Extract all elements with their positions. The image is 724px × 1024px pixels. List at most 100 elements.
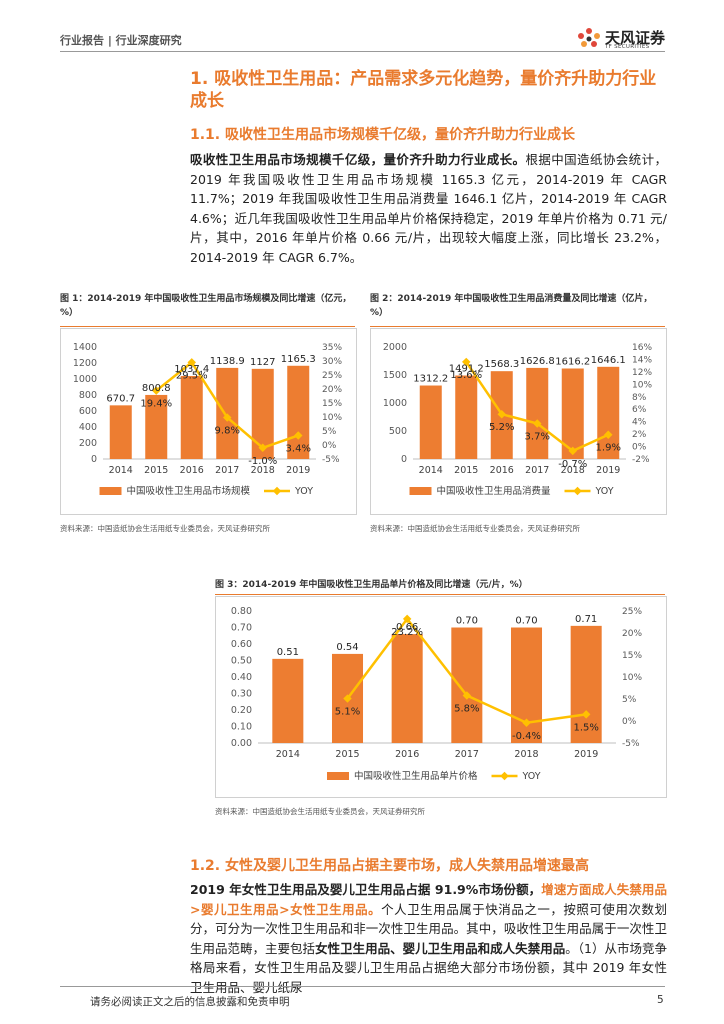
- yoy-data-label: 5.1%: [335, 707, 360, 718]
- company-logo: 天风证券 TF SECURITIES: [575, 27, 667, 51]
- legend-bar-swatch: [99, 487, 122, 495]
- fig1-source: 资料来源：中国造纸协会生活用纸专业委员会，天风证券研究所: [60, 524, 270, 533]
- footer-divider: [60, 986, 665, 987]
- legend-line-marker: [500, 771, 509, 781]
- yoy-point: [462, 357, 471, 367]
- yoy-data-label: 19.4%: [140, 399, 172, 410]
- body-paragraph: 吸收性卫生用品市场规模千亿级，量价齐升助力行业成长。根据中国造纸协会统计，201…: [190, 150, 667, 267]
- x-tick-label: 2019: [574, 749, 598, 760]
- chart-bar: [451, 627, 483, 743]
- y2-tick-label: 5%: [622, 695, 637, 705]
- x-tick-label: 2019: [596, 465, 620, 476]
- legend-line-label: YOY: [595, 486, 614, 497]
- y-tick-label: 1000: [383, 398, 407, 409]
- yoy-point: [581, 710, 591, 719]
- x-tick-label: 2019: [286, 465, 310, 476]
- fig2-chart-box: 0 500 1000 1500 2000 -2% 0% 2% 4% 6% 8% 10% 12% 14% 16…: [370, 328, 667, 515]
- y-tick-label: 0.10: [231, 722, 252, 733]
- y2-tick-label: 15%: [322, 399, 342, 409]
- fig2-chart: 0 500 1000 1500 2000 -2% 0% 2% 4% 6% 8% 10% 12% 14% 16…: [383, 342, 653, 497]
- y2-tick-label: 4%: [632, 418, 647, 428]
- fig3-chart: 0.00 0.10 0.20 0.30 0.40 0.50 0.60 0.70 0.80 -5% 0…: [231, 606, 643, 782]
- y-tick-label: 0.50: [231, 656, 252, 667]
- x-tick-label: 2016: [490, 465, 514, 476]
- y-tick-label: 800: [79, 390, 97, 401]
- yoy-point: [223, 413, 232, 422]
- y-tick-label: 0.40: [231, 672, 252, 683]
- x-tick-label: 2015: [454, 465, 478, 476]
- y2-tick-label: 0%: [632, 443, 647, 453]
- y2-tick-label: 8%: [632, 393, 647, 403]
- x-tick-label: 2014: [276, 749, 300, 760]
- y-tick-label: 0.00: [231, 738, 252, 749]
- chart-bar: [109, 405, 132, 459]
- bar-data-label: 800.8: [142, 383, 171, 394]
- x-tick-label: 2015: [335, 749, 359, 760]
- yoy-point: [343, 694, 352, 703]
- chart-bar: [526, 367, 549, 459]
- x-tick-label: 2015: [144, 465, 168, 476]
- chart-bar: [287, 365, 310, 459]
- yoy-data-label: 5.8%: [454, 703, 479, 714]
- bar-data-label: 1646.1: [591, 355, 626, 366]
- y2-tick-label: 10%: [622, 673, 642, 683]
- y2-tick-label: -2%: [632, 455, 650, 465]
- y-tick-label: 0: [401, 454, 407, 465]
- para2-text2: 。（1）从市场竞争格局来看，女性卫生用品及婴儿卫生用品占据绝大部分市场份额，其中…: [190, 940, 667, 995]
- subsection-title: 1.1. 吸收性卫生用品市场规模千亿级，量价齐升助力行业成长: [190, 127, 575, 143]
- bar-data-label: 1626.8: [520, 356, 555, 367]
- y2-tick-label: 6%: [632, 405, 647, 415]
- page-number: 5: [657, 994, 664, 1006]
- yoy-data-label: 1.5%: [573, 722, 598, 733]
- y-tick-label: 1200: [73, 358, 97, 369]
- paragraph-lead: 吸收性卫生用品市场规模千亿级，量价齐升助力行业成长。: [190, 152, 526, 167]
- yoy-data-label: -0.4%: [512, 731, 541, 742]
- bar-data-label: 0.70: [515, 616, 537, 627]
- yoy-data-label: 3.4%: [286, 443, 311, 454]
- y-tick-label: 1400: [73, 342, 97, 353]
- x-tick-label: 2018: [561, 465, 585, 476]
- bar-data-label: 0.70: [456, 616, 478, 627]
- y2-tick-label: 30%: [322, 357, 342, 367]
- yoy-data-label: 13.6%: [450, 370, 482, 381]
- section-title: 1. 吸收性卫生用品：产品需求多元化趋势，量价齐升助力行业成长: [190, 69, 657, 111]
- y2-tick-label: -5%: [322, 455, 340, 465]
- legend-line-label: YOY: [294, 486, 313, 497]
- fig3-title: 图 3：2014-2019 年中国吸收性卫生用品单片价格及同比增速（元/片，%）: [215, 580, 528, 590]
- chart-bar: [570, 625, 602, 743]
- logo-flower-icon: [578, 28, 600, 47]
- x-tick-label: 2017: [215, 465, 239, 476]
- yoy-point: [497, 409, 506, 419]
- subsection-title-2: 1.2. 女性及婴儿卫生用品占据主要市场，成人失禁用品增速最高: [190, 858, 589, 874]
- bar-data-label: 1165.3: [281, 354, 316, 365]
- y-tick-label: 0.30: [231, 689, 252, 700]
- chart-bar: [419, 385, 442, 459]
- y2-tick-label: 0%: [622, 717, 637, 727]
- x-tick-label: 2017: [455, 749, 479, 760]
- footer-disclaimer: 请务必阅读正文之后的信息披露和免责申明: [90, 996, 290, 1008]
- legend-bar-swatch: [409, 487, 432, 495]
- y-tick-label: 0.70: [231, 623, 252, 634]
- header-divider: [60, 51, 665, 52]
- legend-bar-label: 中国吸收性卫生用品单片价格: [354, 770, 478, 782]
- yoy-data-label: 9.8%: [215, 426, 240, 437]
- chart-bar: [391, 634, 423, 743]
- chart-bar: [455, 375, 478, 459]
- y2-tick-label: 12%: [632, 368, 652, 378]
- fig1-title: 图 1：2014-2019 年中国吸收性卫生用品市场规模及同比增速（亿元，%）: [60, 294, 352, 318]
- y-tick-label: 1500: [383, 370, 407, 381]
- bar-data-label: 1491.2: [449, 363, 484, 374]
- fig1-chart-box: 0 200 400 600 800 1000 1200 1400 -5% 0% 5% 10% 15% 20…: [60, 328, 357, 515]
- x-tick-label: 2016: [180, 465, 204, 476]
- para2-text1: 个人卫生用品属于快消品之一，按照可使用次数划分，可分为一次性卫生用品和非一次性卫…: [190, 901, 667, 956]
- chart-bar: [251, 368, 274, 459]
- logo-subtext: TF SECURITIES: [605, 44, 650, 50]
- report-category: 行业报告 | 行业深度研究: [60, 34, 182, 47]
- yoy-data-label: 3.7%: [525, 432, 550, 443]
- logo-text: 天风证券: [605, 29, 666, 47]
- bar-data-label: 1312.2: [413, 374, 448, 385]
- yoy-point: [294, 431, 303, 440]
- para2-bold1: 2019 年女性卫生用品及婴儿卫生用品占据 91.9%市场份额，: [190, 882, 542, 897]
- yoy-data-label: 23.2%: [391, 627, 423, 638]
- yoy-data-label: 1.9%: [596, 443, 621, 454]
